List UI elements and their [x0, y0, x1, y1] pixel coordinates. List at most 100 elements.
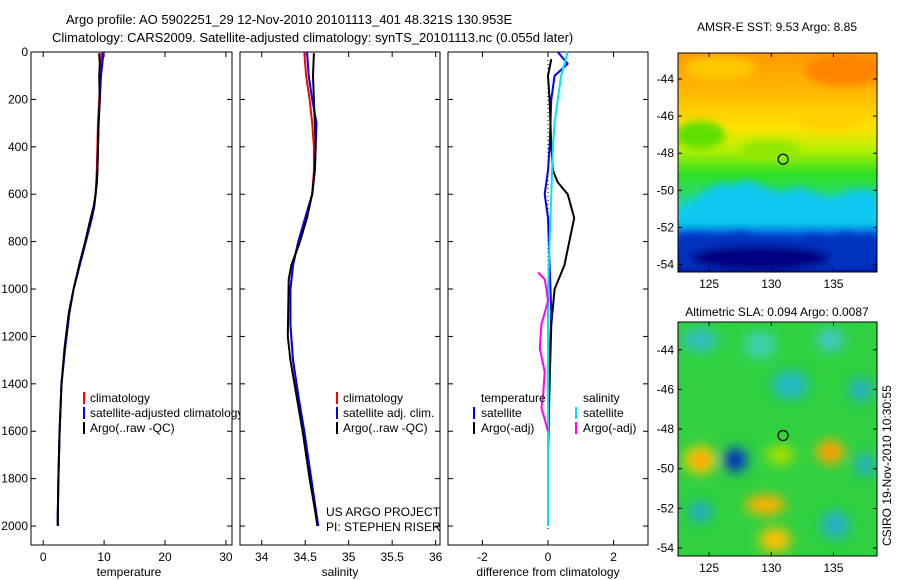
lat-tick-label: -52 — [657, 220, 675, 234]
legend-label-satellite: satellite adj. clim. — [343, 406, 434, 420]
x-tick-label: -2 — [477, 550, 488, 564]
sst-front — [678, 180, 877, 224]
x-tick-label: 2 — [610, 550, 617, 564]
lon-tick-label: 130 — [761, 561, 781, 575]
difference-series — [537, 51, 576, 526]
depth-tick-label: 1000 — [1, 282, 28, 296]
sst-warm-patch — [805, 54, 877, 86]
sla-float-marker — [777, 429, 789, 442]
series-argo-raw-qc — [56, 53, 101, 526]
sla-map-axes: -44 -46 -48 -50 -52 -54 125 130 135 — [657, 322, 877, 575]
lon-tick-label: 125 — [699, 561, 719, 575]
lat-tick-label: -48 — [657, 146, 675, 160]
depth-tick-label: 2000 — [1, 519, 28, 533]
sst-green-patch — [740, 140, 800, 160]
legend-label-sal-argo: Argo(-adj) — [583, 421, 636, 435]
legend-label-argo: Argo(..raw -QC) — [343, 421, 428, 435]
depth-tick-label: 600 — [8, 187, 28, 201]
lon-tick-label: 135 — [823, 561, 843, 575]
sst-map-title: AMSR-E SST: 9.53 Argo: 8.85 — [697, 20, 857, 34]
legend-label-temp-satellite: satellite — [481, 406, 522, 420]
salinity-xlabel: salinity — [322, 565, 359, 579]
sst-float-marker — [777, 153, 789, 165]
sst-green-patch — [678, 121, 725, 149]
x-tick-label: 10 — [97, 550, 111, 564]
series-argo-raw-qc — [286, 53, 319, 527]
lat-tick-label: -46 — [657, 382, 675, 396]
temperature-legend: climatology satellite-adjusted climatolo… — [83, 391, 243, 435]
salinity-x-axis: 34 34.5 35 35.5 36 — [255, 52, 443, 564]
sla-anomaly — [744, 331, 776, 359]
salinity-legend: climatology satellite adj. clim. Argo(..… — [336, 391, 434, 435]
x-tick-label: 34 — [255, 550, 269, 564]
sla-map-panel: Altimetric SLA: 0.094 Argo: 0.0087 — [657, 305, 878, 575]
legend-label-argo: Argo(..raw -QC) — [90, 421, 175, 435]
x-tick-label: 36 — [429, 550, 443, 564]
lat-tick-label: -50 — [657, 183, 675, 197]
legend-label-temp-argo: Argo(-adj) — [481, 421, 534, 435]
depth-axis: 0 200 400 600 800 1000 1200 1400 1600 1800 2000 — [1, 45, 232, 533]
x-tick-label: 0 — [545, 550, 552, 564]
x-tick-label: 35 — [342, 550, 356, 564]
legend-label-satellite: satellite-adjusted climatology — [90, 406, 243, 420]
difference-y-ticks — [448, 51, 648, 527]
header-line2: Climatology: CARS2009. Satellite-adjuste… — [52, 30, 573, 45]
header-line1: Argo profile: AO 5902251_29 12-Nov-2010 … — [66, 12, 513, 27]
sla-anomaly — [759, 528, 791, 552]
sla-anomaly — [682, 328, 718, 352]
difference-xlabel: difference from climatology — [476, 565, 619, 579]
legend-label-climatology: climatology — [90, 391, 150, 405]
sla-features — [682, 328, 875, 552]
sla-map-frame — [677, 321, 878, 557]
sla-anomaly — [848, 378, 872, 402]
depth-tick-label: 0 — [21, 45, 28, 59]
sst-heatmap — [678, 53, 877, 272]
difference-legend: temperature salinity satellite Argo(-adj… — [473, 391, 636, 435]
series-salinity-satellite — [547, 51, 569, 526]
lat-tick-label: -44 — [657, 343, 675, 357]
sla-anomaly — [692, 454, 708, 466]
salinity-axes-frame — [239, 51, 441, 546]
difference-panel: -2 0 2 difference from climatology tempera… — [447, 51, 649, 579]
sla-anomaly — [772, 371, 808, 399]
sla-anomaly — [816, 328, 844, 352]
salinity-panel: 34 34.5 35 35.5 36 salinity climatology sate… — [239, 51, 443, 579]
sla-anomaly — [855, 453, 875, 477]
x-tick-label: 34.5 — [294, 550, 318, 564]
lat-tick-label: -50 — [657, 462, 675, 476]
depth-tick-label: 400 — [8, 140, 28, 154]
sla-anomaly — [688, 502, 712, 522]
x-tick-label: 20 — [158, 550, 172, 564]
lat-tick-label: -52 — [657, 501, 675, 515]
temperature-series — [56, 51, 105, 526]
x-tick-label: 30 — [219, 550, 233, 564]
legend-title-salinity: salinity — [583, 391, 620, 405]
sst-cold-patch — [690, 246, 830, 270]
sst-map-frame — [677, 52, 878, 273]
depth-tick-label: 1200 — [1, 329, 28, 343]
temperature-panel: 0 200 400 600 800 1000 1200 1400 1600 1800 2000 0 1… — [1, 45, 243, 579]
sla-anomaly — [821, 511, 849, 539]
series-salinity-argo-adj — [537, 271, 549, 432]
sla-anomaly — [824, 447, 836, 457]
sla-anomaly — [766, 445, 794, 465]
sla-anomaly — [730, 454, 740, 466]
temperature-axes-frame — [30, 51, 233, 546]
lat-tick-label: -54 — [657, 258, 675, 272]
sla-heatmap — [678, 322, 877, 556]
series-temperature-argo-adj — [547, 58, 576, 479]
lon-tick-label: 130 — [761, 277, 781, 291]
sst-map-axes: -44 -46 -48 -50 -52 -54 125 130 135 — [657, 53, 877, 291]
depth-tick-label: 200 — [8, 92, 28, 106]
salinity-series — [286, 51, 320, 527]
lat-tick-label: -44 — [657, 72, 675, 86]
depth-tick-label: 1600 — [1, 424, 28, 438]
temperature-x-axis: 0 10 20 30 — [40, 52, 233, 564]
legend-label-climatology: climatology — [343, 391, 403, 405]
temperature-xlabel: temperature — [97, 565, 162, 579]
sst-warm-patch — [685, 56, 755, 80]
depth-tick-label: 800 — [8, 235, 28, 249]
x-tick-label: 35.5 — [380, 550, 404, 564]
legend-label-sal-satellite: satellite — [583, 406, 624, 420]
